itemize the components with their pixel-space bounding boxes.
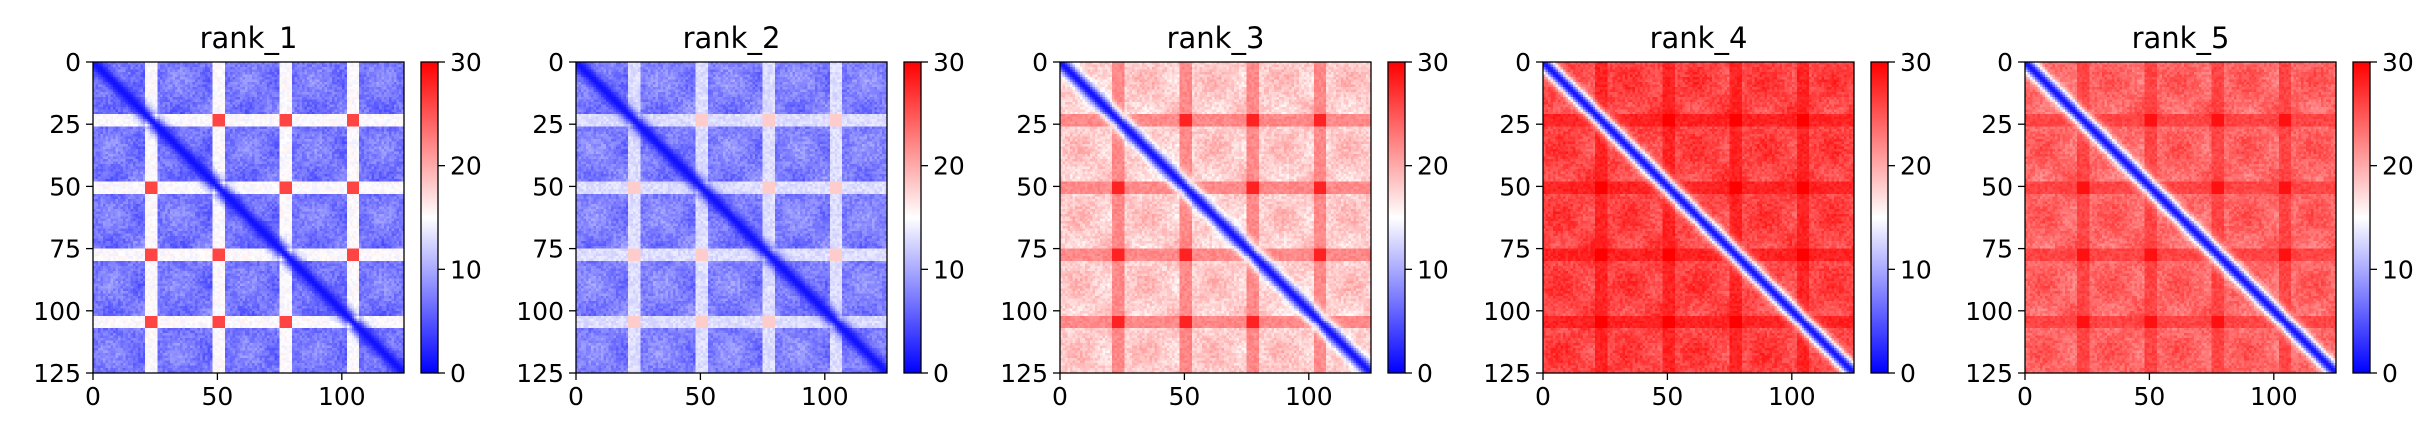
y-tick-label: 0	[548, 48, 564, 77]
x-tick-label: 100	[2250, 382, 2298, 411]
x-tick-label: 100	[1768, 382, 1816, 411]
y-tick-label: 75	[1499, 235, 1531, 264]
x-tick-label: 100	[1285, 382, 1333, 411]
colorbar-tick-label: 30	[2382, 48, 2414, 77]
y-tick-label: 25	[532, 110, 564, 139]
axes-frame	[575, 61, 888, 374]
colorbar-tick-label: 10	[2382, 255, 2414, 284]
x-tick-label: 50	[684, 382, 716, 411]
colorbar-tick-label: 20	[1900, 152, 1932, 181]
y-tick-label: 125	[33, 359, 81, 388]
y-tick-label: 125	[1000, 359, 1048, 388]
axes-frame	[2024, 61, 2337, 374]
heatmap-image	[2025, 62, 2336, 373]
colorbar-tick-label: 20	[933, 152, 965, 181]
colorbar-tick-label: 10	[933, 255, 965, 284]
y-tick-label: 75	[1016, 235, 1048, 264]
chart-title: rank_2	[683, 21, 781, 55]
colorbar-tick-label: 30	[1900, 48, 1932, 77]
colorbar-tick-label: 30	[1417, 48, 1449, 77]
colorbar-tick-label: 20	[2382, 152, 2414, 181]
x-tick-label: 50	[2133, 382, 2165, 411]
colorbar	[2352, 61, 2371, 374]
x-tick-label: 0	[568, 382, 584, 411]
axes-frame	[92, 61, 405, 374]
y-tick-label: 100	[33, 297, 81, 326]
y-tick-label: 125	[516, 359, 564, 388]
colorbar	[1870, 61, 1889, 374]
colorbar-tick-label: 0	[450, 359, 466, 388]
colorbar-tick-label: 10	[1417, 255, 1449, 284]
colorbar	[903, 61, 922, 374]
y-tick-label: 25	[1981, 110, 2013, 139]
chart-title: rank_1	[200, 21, 298, 55]
x-tick-label: 100	[801, 382, 849, 411]
y-tick-label: 0	[1032, 48, 1048, 77]
x-tick-label: 0	[2017, 382, 2033, 411]
y-tick-label: 75	[49, 235, 81, 264]
x-tick-label: 50	[1168, 382, 1200, 411]
y-tick-label: 25	[1016, 110, 1048, 139]
y-tick-label: 75	[532, 235, 564, 264]
y-tick-label: 50	[532, 172, 564, 201]
x-tick-label: 100	[318, 382, 366, 411]
colorbar-tick-label: 30	[933, 48, 965, 77]
x-tick-label: 50	[201, 382, 233, 411]
colorbar	[420, 61, 439, 374]
x-tick-label: 0	[85, 382, 101, 411]
y-tick-label: 0	[1515, 48, 1531, 77]
y-tick-label: 125	[1965, 359, 2013, 388]
colorbar-tick-label: 30	[450, 48, 482, 77]
y-tick-label: 100	[1000, 297, 1048, 326]
y-tick-label: 50	[1499, 172, 1531, 201]
colorbar-tick-label: 0	[933, 359, 949, 388]
y-tick-label: 0	[65, 48, 81, 77]
y-tick-label: 0	[1997, 48, 2013, 77]
axes-frame	[1542, 61, 1855, 374]
y-tick-label: 100	[516, 297, 564, 326]
chart-title: rank_5	[2132, 21, 2230, 55]
colorbar-tick-label: 0	[1417, 359, 1433, 388]
colorbar-tick-label: 20	[1417, 152, 1449, 181]
chart-title: rank_4	[1650, 21, 1748, 55]
y-tick-label: 100	[1965, 297, 2013, 326]
heatmap-image	[1060, 62, 1371, 373]
heatmap-image	[93, 62, 404, 373]
colorbar-tick-label: 10	[1900, 255, 1932, 284]
colorbar-tick-label: 0	[2382, 359, 2398, 388]
axes-frame	[1059, 61, 1372, 374]
y-tick-label: 25	[49, 110, 81, 139]
colorbar-tick-label: 20	[450, 152, 482, 181]
chart-title: rank_3	[1167, 21, 1265, 55]
x-tick-label: 0	[1535, 382, 1551, 411]
colorbar-tick-label: 0	[1900, 359, 1916, 388]
heatmap-image	[576, 62, 887, 373]
y-tick-label: 50	[1016, 172, 1048, 201]
x-tick-label: 50	[1651, 382, 1683, 411]
y-tick-label: 50	[49, 172, 81, 201]
y-tick-label: 50	[1981, 172, 2013, 201]
x-tick-label: 0	[1052, 382, 1068, 411]
heatmap-image	[1543, 62, 1854, 373]
y-tick-label: 100	[1483, 297, 1531, 326]
y-tick-label: 125	[1483, 359, 1531, 388]
colorbar-tick-label: 10	[450, 255, 482, 284]
colorbar	[1387, 61, 1406, 374]
y-tick-label: 75	[1981, 235, 2013, 264]
y-tick-label: 25	[1499, 110, 1531, 139]
